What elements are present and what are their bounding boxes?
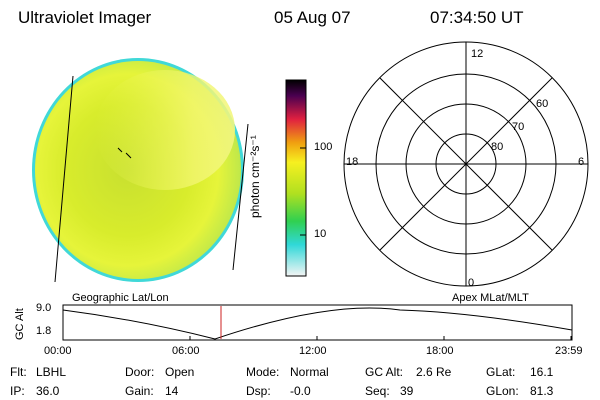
glon-value: 81.3 (530, 384, 554, 398)
ip-label: IP: (10, 384, 25, 398)
polar-plot (343, 41, 589, 287)
door-value: Open (165, 365, 195, 379)
timeline-panel (62, 304, 573, 341)
colorbar (285, 79, 307, 277)
mlt-label-6: 6 (578, 156, 585, 168)
x-tick-2359: 23:59 (555, 345, 583, 357)
gc-alt-label: GC Alt: (365, 365, 404, 379)
colorbar-unit-label: photon cm⁻²s⁻¹ (248, 135, 262, 218)
altitude-curve (62, 307, 573, 340)
ip-value: 36.0 (36, 384, 60, 398)
lat-label-80: 80 (491, 141, 504, 153)
door-label: Door: (125, 365, 155, 379)
uv-disk-image (32, 58, 249, 283)
instrument-title: Ultraviolet Imager (18, 8, 152, 27)
mlt-label-18: 18 (346, 156, 359, 168)
dsp-label: Dsp: (246, 384, 271, 398)
x-tick-1200: 12:00 (299, 345, 327, 357)
mlt-label-12: 12 (471, 48, 484, 60)
flt-label: Flt: (10, 365, 27, 379)
glat-label: GLat: (486, 365, 516, 379)
y-tick-1-8: 1.8 (36, 325, 52, 337)
gain-value: 14 (165, 384, 179, 398)
lat-label-60: 60 (536, 98, 549, 110)
terminator-line-left (54, 75, 74, 283)
mlt-label-0: 0 (468, 277, 475, 289)
x-tick-0000: 00:00 (44, 345, 72, 357)
gain-label: Gain: (125, 384, 154, 398)
seq-value: 39 (400, 384, 414, 398)
x-tick-1800: 18:00 (426, 345, 454, 357)
gc-alt-value: 2.6 Re (416, 365, 452, 379)
mode-label: Mode: (246, 365, 280, 379)
date-label: 05 Aug 07 (274, 8, 351, 27)
geographic-title: Geographic Lat/Lon (72, 292, 169, 304)
terminator-line-right (232, 123, 249, 271)
mode-value: Normal (290, 365, 329, 379)
colorbar-tick-10: 10 (314, 228, 327, 240)
dsp-value: -0.0 (290, 384, 311, 398)
y-tick-9: 9.0 (36, 302, 52, 314)
flt-value: LBHL (36, 365, 67, 379)
lat-label-70: 70 (512, 121, 525, 133)
gc-alt-axis-label: GC Alt (14, 308, 26, 340)
time-label: 07:34:50 UT (430, 8, 524, 27)
apex-title: Apex MLat/MLT (452, 292, 529, 304)
x-tick-0600: 06:00 (172, 345, 200, 357)
glat-value: 16.1 (530, 365, 554, 379)
seq-label: Seq: (365, 384, 390, 398)
glon-label: GLon: (486, 384, 519, 398)
colorbar-tick-100: 100 (314, 141, 333, 153)
